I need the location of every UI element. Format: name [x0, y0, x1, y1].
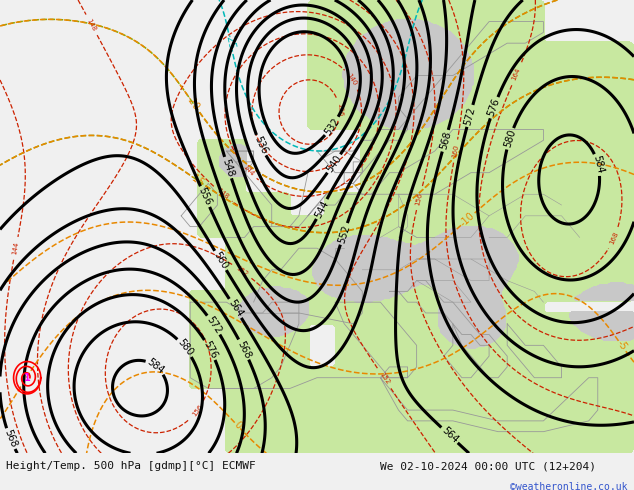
Text: 564: 564: [439, 425, 460, 445]
Text: 552: 552: [336, 223, 351, 245]
Text: 532: 532: [323, 116, 342, 137]
Text: 1: 1: [24, 373, 30, 383]
Text: 152: 152: [235, 265, 249, 277]
Text: 536: 536: [252, 135, 269, 156]
Text: 568: 568: [438, 130, 453, 151]
Text: 160: 160: [451, 144, 460, 158]
Text: 568: 568: [235, 339, 252, 360]
Text: 572: 572: [463, 105, 477, 126]
Text: 584: 584: [145, 357, 166, 376]
Text: 156: 156: [415, 192, 424, 206]
Text: 564: 564: [226, 298, 245, 319]
Text: 540: 540: [325, 153, 344, 174]
Text: -25: -25: [224, 32, 236, 50]
Text: 148: 148: [216, 188, 230, 200]
Text: -20: -20: [184, 94, 202, 112]
Text: 576: 576: [486, 97, 501, 118]
Text: 584: 584: [591, 155, 605, 175]
Text: -5: -5: [615, 339, 629, 352]
Text: 140: 140: [346, 72, 358, 87]
Text: We 02-10-2024 00:00 UTC (12+204): We 02-10-2024 00:00 UTC (12+204): [380, 461, 597, 471]
Text: -15: -15: [188, 172, 207, 189]
Text: 576: 576: [202, 339, 219, 360]
Text: 144: 144: [242, 164, 255, 177]
Text: 548: 548: [221, 157, 236, 178]
Text: 580: 580: [502, 128, 517, 149]
Text: 168: 168: [609, 231, 619, 245]
Text: -10: -10: [458, 210, 477, 228]
Text: 148: 148: [86, 18, 98, 32]
Text: 580: 580: [175, 337, 195, 358]
Text: 544: 544: [313, 198, 330, 220]
Text: 152: 152: [378, 371, 391, 386]
Text: 144: 144: [11, 241, 20, 255]
Text: Height/Temp. 500 hPa [gdmp][°C] ECMWF: Height/Temp. 500 hPa [gdmp][°C] ECMWF: [6, 461, 256, 471]
Text: 568: 568: [3, 428, 18, 449]
Text: 572: 572: [204, 315, 223, 336]
Text: 136: 136: [336, 102, 343, 116]
Text: ©weatheronline.co.uk: ©weatheronline.co.uk: [510, 482, 628, 490]
Text: 164: 164: [511, 67, 522, 82]
Text: 560: 560: [212, 250, 230, 271]
Text: 556: 556: [197, 186, 214, 207]
Text: 156: 156: [191, 403, 204, 418]
Text: 0: 0: [232, 420, 243, 431]
